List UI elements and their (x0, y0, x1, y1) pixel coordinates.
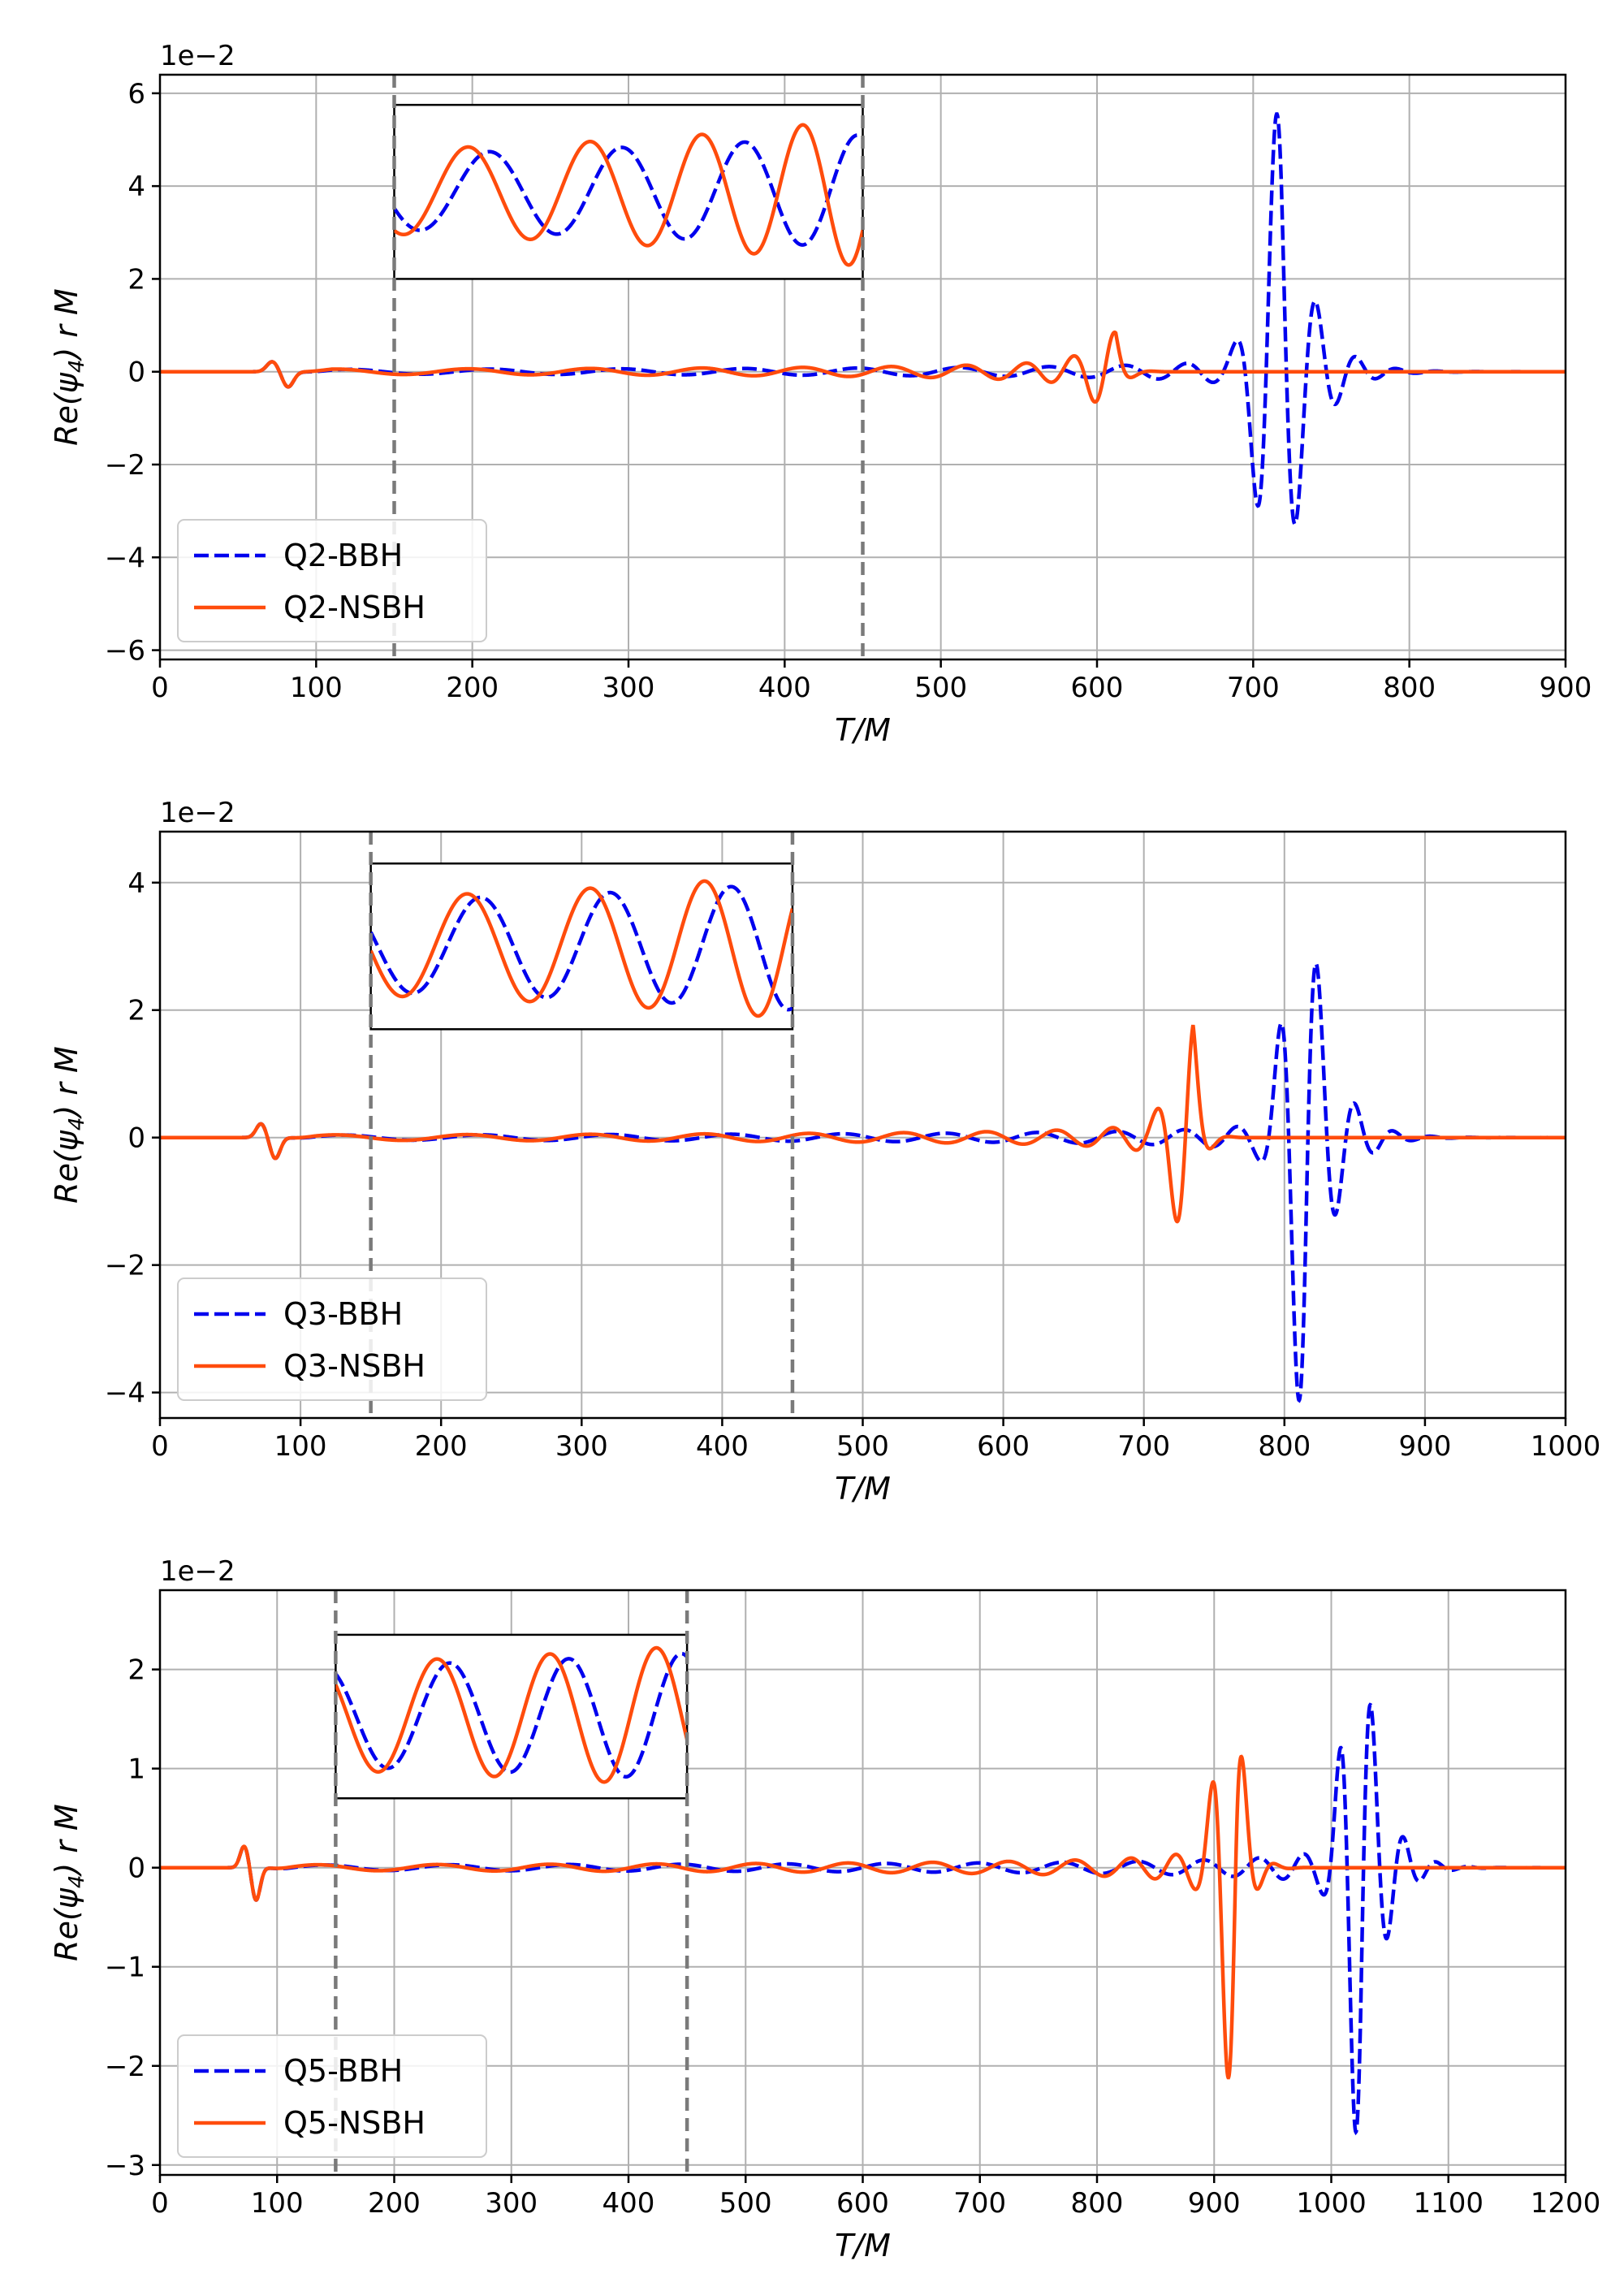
scale-label: 1e−2 (160, 797, 235, 829)
x-tick-label: 1200 (1531, 2187, 1601, 2220)
scale-label: 1e−2 (160, 1555, 235, 1588)
y-axis-label: Re(ψ4) r M (49, 288, 89, 446)
x-tick-label: 500 (836, 1430, 889, 1463)
y-axis-label: Re(ψ4) r M (49, 1046, 89, 1204)
x-tick-label: 300 (485, 2187, 538, 2220)
y-tick-label: 2 (127, 263, 145, 296)
legend-box (177, 2034, 487, 2158)
inset-series-line-q5-nsbh (335, 1645, 688, 1784)
x-tick-label: 700 (1117, 1430, 1170, 1463)
x-tick-label: 700 (1227, 672, 1280, 704)
legend: Q5-BBH Q5-NSBH (177, 2034, 487, 2158)
x-tick-label: 100 (290, 672, 343, 704)
legend-entry-q3-bbh: Q3-BBH (283, 1296, 403, 1332)
axes-frame (158, 73, 1567, 661)
x-tick-label: 600 (977, 1430, 1030, 1463)
x-tick-label: 500 (719, 2187, 772, 2220)
legend-entry-q5-bbh: Q5-BBH (283, 2053, 403, 2089)
x-tick-label: 200 (446, 672, 499, 704)
series-line-q2-bbh (160, 112, 1566, 527)
panel-q3: 0 100 200 300 400 500 600 700 800 900 1000 −4 −2 0 2 4 1… (49, 797, 1600, 1507)
legend: Q3-BBH Q3-NSBH (177, 1278, 487, 1401)
x-axis-label: T/M (835, 712, 891, 748)
series-line-q5-nsbh (160, 1754, 1566, 2080)
series-line-q2-nsbh (160, 330, 1566, 404)
x-tick-label: 0 (151, 2187, 169, 2220)
y-tick-label: 4 (127, 171, 145, 203)
series-line-q3-nsbh (160, 1024, 1566, 1224)
inset-series-line-q2-nsbh (394, 123, 863, 267)
y-tick-label: 0 (127, 1122, 145, 1155)
x-tick-label: 600 (1071, 672, 1124, 704)
x-tick-label: 100 (274, 1430, 327, 1463)
x-tick-label: 900 (1540, 672, 1592, 704)
y-tick-label: 0 (127, 357, 145, 389)
y-tick-label: 0 (127, 1852, 145, 1885)
legend-entry-q2-nsbh: Q2-NSBH (283, 590, 425, 625)
y-tick-label: −1 (105, 1952, 145, 1984)
inset-series-line-q3-bbh (370, 884, 793, 1012)
y-axis-label: Re(ψ4) r M (49, 1804, 89, 1961)
x-tick-label: 400 (758, 672, 811, 704)
x-tick-label: 900 (1398, 1430, 1451, 1463)
y-tick-label: −2 (105, 2051, 145, 2083)
legend-entry-q3-nsbh: Q3-NSBH (283, 1348, 425, 1384)
x-tick-label: 700 (953, 2187, 1006, 2220)
x-tick-label: 0 (151, 672, 169, 704)
x-tick-label: 200 (415, 1430, 468, 1463)
y-tick-label: 1 (127, 1753, 145, 1786)
y-tick-label: −4 (105, 1377, 145, 1410)
y-tick-label: 2 (127, 1654, 145, 1687)
inset-series-line-q3-nsbh (370, 879, 793, 1018)
y-tick-label: 2 (127, 995, 145, 1027)
legend-entry-q2-bbh: Q2-BBH (283, 538, 403, 573)
y-tick-label: −2 (105, 1250, 145, 1282)
x-tick-label: 1000 (1296, 2187, 1367, 2220)
x-tick-label: 600 (836, 2187, 889, 2220)
inset-series-line-q5-bbh (335, 1651, 688, 1779)
x-tick-label: 800 (1258, 1430, 1311, 1463)
y-tick-label: 6 (127, 78, 145, 110)
scale-label: 1e−2 (160, 40, 235, 72)
x-tick-label: 300 (603, 672, 655, 704)
y-tick-label: −6 (105, 635, 145, 668)
x-tick-label: 300 (555, 1430, 608, 1463)
x-tick-label: 0 (151, 1430, 169, 1463)
x-tick-label: 1100 (1413, 2187, 1484, 2220)
x-tick-label: 100 (251, 2187, 304, 2220)
y-tick-label: 4 (127, 867, 145, 900)
inset-box (393, 103, 864, 280)
panel-q2: 0 100 200 300 400 500 600 700 800 900 −6 −4 −2 0 2 4 6 1e… (49, 40, 1592, 748)
panel-q5: 0 100 200 300 400 500 600 700 800 900 1000 1100 1200… (49, 1555, 1600, 2263)
legend-box (177, 1278, 487, 1401)
legend: Q2-BBH Q2-NSBH (177, 519, 487, 642)
inset-series-line-q2-bbh (394, 133, 863, 247)
x-tick-label: 900 (1188, 2187, 1241, 2220)
legend-box (177, 519, 487, 642)
x-axis-label: T/M (835, 2228, 891, 2263)
legend-entry-q5-nsbh: Q5-NSBH (283, 2105, 425, 2141)
y-tick-label: −4 (105, 542, 145, 574)
x-axis-label: T/M (835, 1471, 891, 1507)
y-tick-label: −2 (105, 449, 145, 482)
x-tick-label: 800 (1071, 2187, 1124, 2220)
x-tick-label: 1000 (1531, 1430, 1601, 1463)
x-tick-label: 400 (696, 1430, 749, 1463)
y-tick-label: −3 (105, 2150, 145, 2182)
x-tick-label: 400 (603, 2187, 655, 2220)
x-tick-label: 500 (914, 672, 967, 704)
x-tick-label: 200 (368, 2187, 421, 2220)
x-tick-label: 800 (1383, 672, 1436, 704)
